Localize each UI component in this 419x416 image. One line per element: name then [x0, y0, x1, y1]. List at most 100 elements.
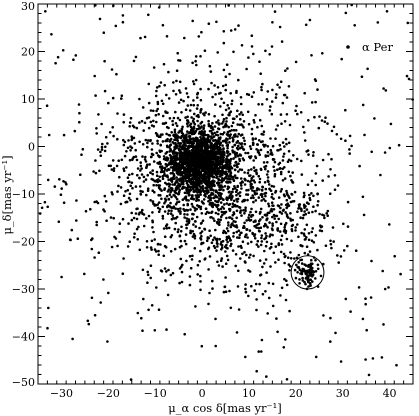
- data-point: [271, 204, 274, 207]
- data-point: [139, 164, 143, 168]
- data-point: [194, 183, 198, 187]
- data-point: [221, 205, 224, 209]
- data-point: [251, 194, 254, 197]
- data-point: [217, 178, 220, 181]
- data-point: [204, 133, 207, 137]
- data-point: [271, 153, 274, 156]
- data-point: [308, 196, 312, 200]
- data-point: [140, 167, 143, 170]
- data-point: [260, 199, 263, 202]
- data-point: [195, 165, 198, 168]
- data-point: [236, 135, 239, 138]
- data-point: [220, 180, 223, 184]
- data-point: [192, 129, 195, 132]
- data-point: [267, 183, 271, 186]
- data-point: [137, 225, 140, 229]
- data-point: [267, 204, 271, 208]
- data-point: [332, 240, 336, 243]
- data-point: [250, 45, 254, 48]
- data-point: [252, 175, 255, 178]
- data-point: [306, 149, 310, 152]
- data-point: [194, 305, 197, 308]
- data-point: [103, 89, 107, 93]
- data-point: [126, 176, 130, 179]
- data-point: [210, 167, 213, 170]
- data-point: [217, 181, 221, 185]
- data-point: [170, 131, 173, 134]
- data-point: [192, 82, 196, 86]
- data-point: [385, 10, 389, 13]
- data-point: [141, 268, 145, 272]
- data-point: [246, 242, 250, 245]
- data-point: [218, 175, 222, 178]
- data-point: [316, 263, 320, 267]
- data-point: [175, 154, 178, 157]
- x-tick-label: −10: [144, 387, 167, 400]
- data-point: [225, 172, 229, 176]
- data-point: [304, 23, 308, 27]
- data-point: [185, 150, 189, 153]
- data-point: [329, 242, 333, 246]
- data-point: [233, 174, 237, 177]
- data-point: [299, 244, 303, 247]
- data-point: [289, 159, 293, 163]
- data-point: [155, 151, 158, 155]
- data-point: [215, 204, 218, 208]
- data-point: [244, 151, 247, 155]
- data-point: [264, 244, 268, 248]
- data-point: [286, 216, 290, 219]
- data-point: [277, 149, 280, 152]
- data-point: [307, 265, 310, 268]
- data-point: [167, 188, 171, 191]
- data-point: [314, 172, 318, 175]
- data-point: [180, 280, 184, 284]
- data-point: [121, 272, 125, 276]
- data-point: [264, 155, 268, 158]
- data-point: [225, 155, 229, 158]
- data-point: [183, 209, 186, 213]
- data-point: [146, 281, 149, 285]
- data-point: [209, 234, 212, 238]
- data-point: [279, 222, 283, 226]
- data-point: [224, 276, 227, 279]
- data-point: [268, 235, 272, 238]
- data-point: [115, 72, 118, 76]
- data-point: [144, 178, 148, 181]
- data-point: [100, 148, 104, 151]
- data-point: [111, 96, 115, 100]
- data-point: [247, 122, 251, 126]
- data-point: [217, 191, 220, 195]
- data-point: [134, 185, 138, 188]
- data-point: [283, 93, 287, 97]
- data-point: [289, 174, 292, 178]
- data-point: [101, 142, 104, 146]
- data-point: [116, 112, 119, 115]
- data-point: [192, 185, 195, 188]
- data-point: [311, 227, 315, 230]
- data-point: [191, 217, 194, 220]
- data-point: [231, 145, 234, 149]
- data-point: [169, 235, 173, 239]
- data-point: [229, 110, 233, 113]
- data-point: [159, 165, 162, 168]
- data-point: [138, 176, 141, 180]
- data-point: [120, 158, 124, 162]
- data-point: [83, 272, 86, 276]
- data-point: [183, 134, 186, 137]
- data-point: [339, 255, 343, 258]
- data-point: [225, 116, 228, 120]
- data-point: [214, 228, 217, 232]
- data-point: [230, 166, 234, 170]
- data-point: [228, 113, 231, 117]
- data-point: [264, 290, 267, 293]
- data-point: [236, 204, 239, 208]
- data-point: [278, 143, 282, 147]
- data-point: [100, 122, 103, 126]
- data-point: [152, 66, 156, 69]
- data-point: [240, 214, 243, 217]
- data-point: [238, 194, 242, 198]
- data-point: [179, 98, 183, 102]
- data-point: [123, 154, 127, 158]
- data-point: [236, 197, 240, 201]
- data-point: [346, 244, 349, 248]
